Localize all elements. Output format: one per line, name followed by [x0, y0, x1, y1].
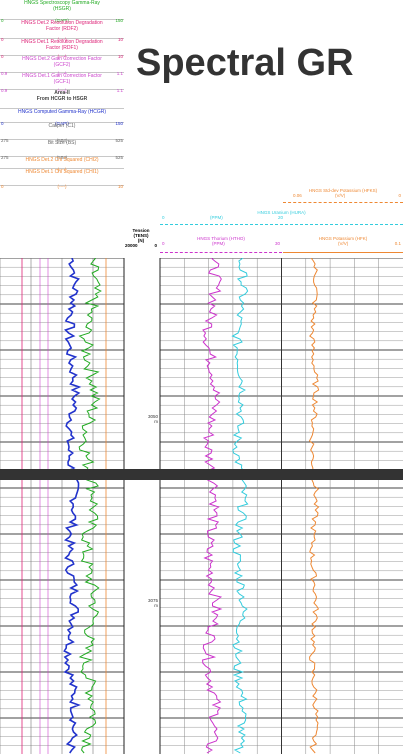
depth-unit-3050: m [154, 419, 158, 424]
log-plot [0, 258, 403, 754]
potassium-header: HNGS Potassium (HFK) (V/V) 0.1 [283, 234, 403, 253]
uranium-max: 20 [278, 215, 284, 220]
tension-min: 20000 [125, 243, 138, 248]
potassium-curve [308, 258, 320, 754]
scale-unit: (GAPI) [55, 18, 69, 23]
left-header-name: HNGS Det.1 Resolution Degradation [21, 39, 103, 45]
uranium-header: HNGS Uranium (HURA) 0 (PPM) 20 [160, 210, 403, 225]
scale-min: 0.9 [1, 71, 8, 76]
left-header-3: HNGS Det.1 Resolution Degradation Factor … [0, 39, 124, 59]
scale-min: 275 [1, 138, 9, 143]
potassium-name: HNGS Potassium (HFK) [318, 236, 368, 241]
left-header-1: HNGS Spectroscopy Gamma-Ray (HSGR) 0 (GAPI)… [0, 0, 124, 23]
left-header-sub: (GCF2) [53, 62, 71, 68]
scale-min: 0 [1, 121, 4, 126]
left-header-sub: (HSGR) [53, 6, 71, 12]
thorium-unit: (PPM) [212, 241, 225, 246]
scale-unit: (----) [57, 37, 67, 42]
left-header-10: HNGS Det.2 Chi Squared (CHI2) (----) [0, 157, 124, 172]
depth-unit-3075: m [154, 603, 158, 608]
tension-label: Tension [132, 228, 150, 233]
left-header-name: HNGS Det.1 Gain Correction Factor [22, 73, 102, 79]
uranium-unit: (PPM) [210, 215, 223, 220]
left-header-name: Caliper (C1) [48, 123, 76, 129]
scale-max: 10 [117, 54, 123, 59]
scale-max: 150 [115, 18, 123, 23]
scale-min: 0 [1, 54, 4, 59]
thorium-min: 0 [162, 241, 165, 246]
tension-sub: (TENS) [133, 233, 149, 238]
tension-unit: (N) [137, 238, 145, 243]
hsgr-curve [78, 258, 102, 754]
left-header-8: Caliper (C1) 275 (MM) 525 [0, 123, 124, 143]
left-header-2: HNGS Det.2 Resolution Degradation Factor … [0, 20, 124, 42]
thorium-max: 30 [274, 241, 280, 246]
left-header-9: Bit Size (BS) 275 (MM) 525 [0, 140, 124, 160]
page-title: Spectral GR [136, 42, 354, 84]
scale-max: 525 [115, 138, 123, 143]
left-header-sub: (GCF1) [53, 79, 71, 85]
scale-max: 1.1 [116, 88, 123, 93]
left-header-name: HNGS Det.2 Resolution Degradation [21, 20, 103, 26]
left-header-name: Bit Size (BS) [47, 140, 77, 146]
scale-min: 0 [1, 184, 4, 189]
left-header-name: Area-II [54, 90, 70, 96]
potassium-std-unit: (V/V) [335, 193, 346, 198]
scale-max: 1.1 [116, 71, 123, 76]
scale-min: 275 [1, 155, 9, 160]
depth-label-3050: 3050 m [138, 414, 158, 424]
depth-value-3075: 3075 [147, 598, 158, 603]
left-header-7: HNGS Computed Gamma-Ray (HCGR) 0 (GAPI) 150 [0, 109, 124, 126]
scale-unit: (----) [57, 54, 67, 59]
potassium-std-mid: 0.06 [293, 193, 302, 198]
scale-unit: (MM) [56, 155, 68, 160]
left-header-name: HNGS Det.1 Chi Squared (CHI1) [25, 169, 99, 175]
scale-unit: (----) [57, 184, 67, 189]
uranium-curve [231, 258, 249, 754]
left-header-5: HNGS Det.1 Gain Correction Factor (GCF1) 0… [0, 73, 124, 93]
scale-min: 0 [1, 37, 4, 42]
scale-max: 10 [117, 184, 123, 189]
left-header-sub: From HCGR to HSGR [36, 96, 88, 102]
potassium-std-header: HNGS Std-dev Potassium (HFKS) 0.06 (V/V)… [283, 188, 403, 203]
scale-unit: (GAPI) [55, 121, 69, 126]
section-separator [0, 469, 403, 480]
left-header-11: HNGS Det.1 Chi Squared (CHI1) 0 (----) 10 [0, 169, 124, 189]
thorium-header: HNGS Thorium (HTHO) 0 (PPM) 30 [160, 234, 282, 253]
uranium-name: HNGS Uranium (HURA) [257, 210, 306, 215]
tension-max: 0 [154, 243, 157, 248]
left-header-name: HNGS Det.2 Chi Squared (CHI2) [25, 157, 99, 163]
scale-unit: (MM) [56, 138, 68, 143]
potassium-max: 0.1 [394, 241, 401, 246]
scale-unit: (----) [57, 167, 67, 172]
thorium-name: HNGS Thorium (HTHO) [197, 236, 245, 241]
scale-max: 150 [115, 121, 123, 126]
left-header-6: Area-II From HCGR to HSGR [0, 90, 124, 109]
left-header-name: HNGS Spectroscopy Gamma-Ray [24, 0, 100, 6]
scale-max: 10 [117, 37, 123, 42]
potassium-std-name: HNGS Std-dev Potassium (HFKS) [308, 188, 378, 193]
hcgr-curve [63, 258, 82, 754]
scale-unit: (----) [57, 88, 67, 93]
tension-header: Tension (TENS) (N) 20000 0 [124, 228, 158, 248]
scale-min: 0 [1, 18, 4, 23]
thorium-curve [202, 258, 223, 754]
scale-unit: (----) [57, 71, 67, 76]
left-header-4: HNGS Det.2 Gain Correction Factor (GCF2) 0… [0, 56, 124, 76]
scale-max: 525 [115, 155, 123, 160]
scale-min: 0.9 [1, 88, 8, 93]
uranium-min: 0 [162, 215, 165, 220]
potassium-std-max: 0 [398, 193, 401, 198]
left-header-sub: Factor (RDF2) [46, 26, 78, 32]
potassium-unit: (V/V) [338, 241, 349, 246]
depth-value-3050: 3050 [147, 414, 158, 419]
left-header-name: HNGS Computed Gamma-Ray (HCGR) [17, 109, 107, 115]
depth-label-3075: 3075 m [138, 598, 158, 608]
left-header-sub: Factor (RDF1) [46, 45, 78, 51]
left-header-name: HNGS Det.2 Gain Correction Factor [22, 56, 102, 62]
